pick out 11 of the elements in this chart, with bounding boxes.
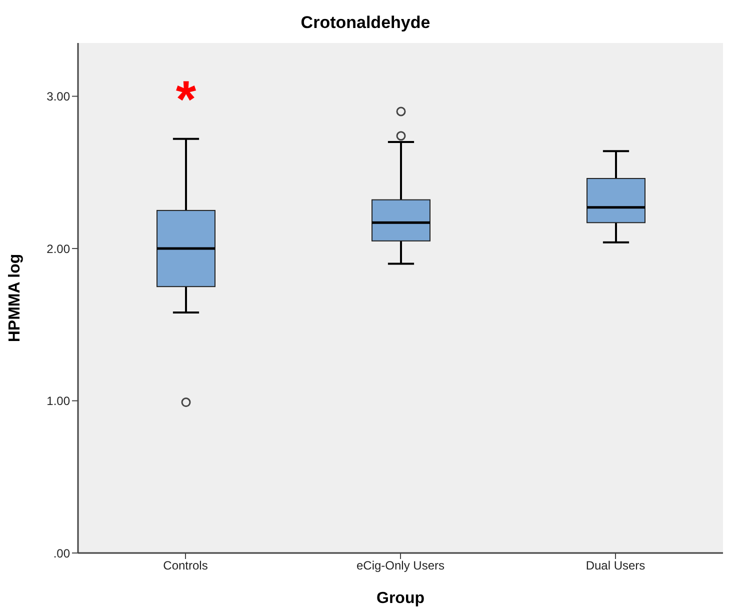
y-tick-label: 3.00 [46, 90, 70, 104]
y-axis-title: HPMMA log [6, 254, 24, 342]
chart-title: Crotonaldehyde [300, 12, 432, 34]
y-tick-label: .00 [53, 546, 70, 560]
x-tick-label: Dual Users [586, 558, 646, 573]
x-tick-label: Controls [163, 558, 208, 573]
x-tick-label: eCig-Only Users [356, 558, 445, 573]
x-axis-title: Group [376, 590, 425, 607]
annotation: * [176, 70, 197, 129]
y-tick-label: 1.00 [46, 394, 70, 408]
y-tick-label: 2.00 [46, 242, 70, 256]
